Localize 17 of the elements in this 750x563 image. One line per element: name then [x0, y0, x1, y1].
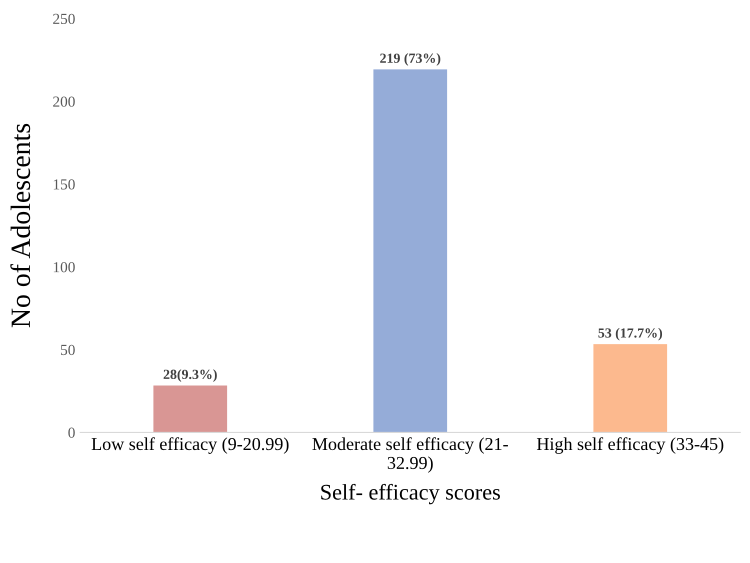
x-tick-label: Moderate self efficacy (21- 32.99) [312, 437, 508, 473]
bar [153, 385, 228, 432]
y-axis-title: No of Adolescents [10, 124, 30, 328]
bar [593, 344, 668, 432]
y-tick-label: 0 [68, 428, 75, 438]
y-tick-label: 50 [61, 344, 75, 356]
y-tick-label: 250 [53, 14, 75, 24]
y-tick-label: 200 [53, 96, 75, 107]
data-label: 53 (17.7%) [598, 328, 662, 340]
x-tick-label: High self efficacy (33-45) [536, 437, 724, 454]
x-tick-label: Low self efficacy (9-20.99) [92, 437, 289, 454]
bar [373, 69, 448, 432]
data-label: 219 (73%) [380, 53, 440, 66]
data-label: 28(9.3%) [164, 369, 217, 382]
y-tick-label: 150 [54, 179, 75, 190]
y-tick-label: 100 [54, 262, 75, 272]
x-axis-title: Self- efficacy scores [321, 484, 500, 504]
